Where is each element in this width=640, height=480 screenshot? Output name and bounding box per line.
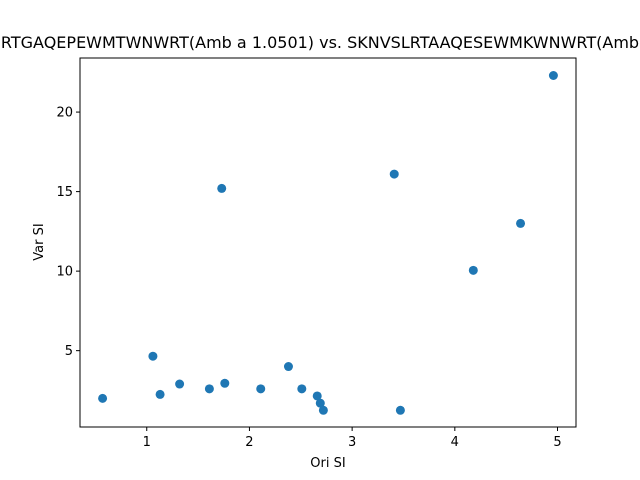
data-point [468,265,478,275]
data-point [312,391,322,401]
data-point [217,183,227,193]
data-point [283,362,293,372]
plot-area [98,70,558,415]
x-tick-label: 3 [348,435,356,450]
x-tick-label: 5 [553,435,561,450]
y-tick-label: 5 [65,344,73,359]
data-point [256,384,266,394]
x-axis-label: Ori SI [310,456,345,471]
data-point [389,169,399,179]
data-point [548,70,558,80]
data-point [315,398,325,408]
data-point [175,379,185,389]
x-tick-label: 2 [245,435,253,450]
y-tick-label: 15 [56,185,73,200]
data-point [318,405,328,415]
data-point [155,389,165,399]
data-point [148,351,158,361]
plot-frame [79,57,577,428]
y-axis-label: Var SI [32,223,47,260]
chart-title: RTGAQEPEWMTWNWRT(Amb a 1.0501) vs. SKNVS… [1,33,639,52]
y-tick-label: 10 [56,265,73,280]
data-point [516,218,526,228]
x-axis: 1 2 3 4 5 [143,427,562,450]
y-tick-label: 20 [56,106,73,121]
y-axis: 5 10 15 20 [56,106,80,359]
x-tick-label: 1 [143,435,151,450]
x-tick-label: 4 [451,435,459,450]
data-point [297,384,307,394]
data-point [204,384,214,394]
data-point [395,405,405,415]
data-point [98,393,108,403]
data-point [220,378,230,388]
